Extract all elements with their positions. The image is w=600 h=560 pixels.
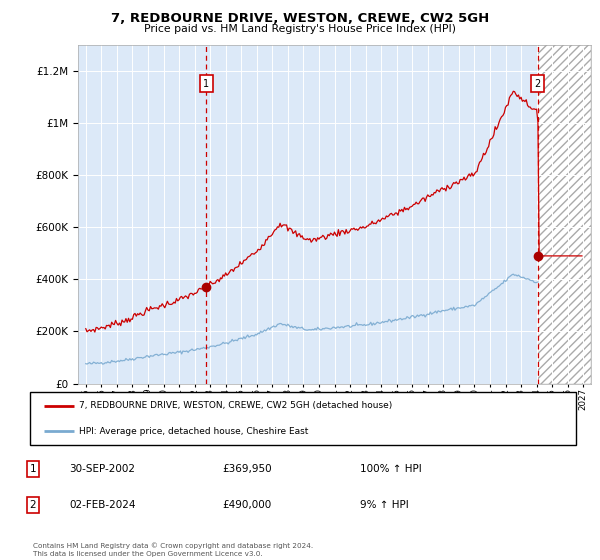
Text: Contains HM Land Registry data © Crown copyright and database right 2024.
This d: Contains HM Land Registry data © Crown c… (33, 543, 313, 557)
Text: 1: 1 (29, 464, 37, 474)
FancyBboxPatch shape (30, 392, 576, 445)
Text: 9% ↑ HPI: 9% ↑ HPI (360, 500, 409, 510)
Text: 02-FEB-2024: 02-FEB-2024 (69, 500, 136, 510)
Text: 1: 1 (203, 79, 209, 89)
Bar (538, 45, 591, 384)
Text: 2: 2 (29, 500, 37, 510)
Text: 7, REDBOURNE DRIVE, WESTON, CREWE, CW2 5GH (detached house): 7, REDBOURNE DRIVE, WESTON, CREWE, CW2 5… (79, 402, 392, 410)
Text: Price paid vs. HM Land Registry's House Price Index (HPI): Price paid vs. HM Land Registry's House … (144, 24, 456, 34)
Text: 2: 2 (535, 79, 541, 89)
Text: HPI: Average price, detached house, Cheshire East: HPI: Average price, detached house, Ches… (79, 427, 308, 436)
Text: £490,000: £490,000 (222, 500, 271, 510)
Text: 7, REDBOURNE DRIVE, WESTON, CREWE, CW2 5GH: 7, REDBOURNE DRIVE, WESTON, CREWE, CW2 5… (111, 12, 489, 25)
Text: 100% ↑ HPI: 100% ↑ HPI (360, 464, 422, 474)
Text: £369,950: £369,950 (222, 464, 272, 474)
Text: 30-SEP-2002: 30-SEP-2002 (69, 464, 135, 474)
